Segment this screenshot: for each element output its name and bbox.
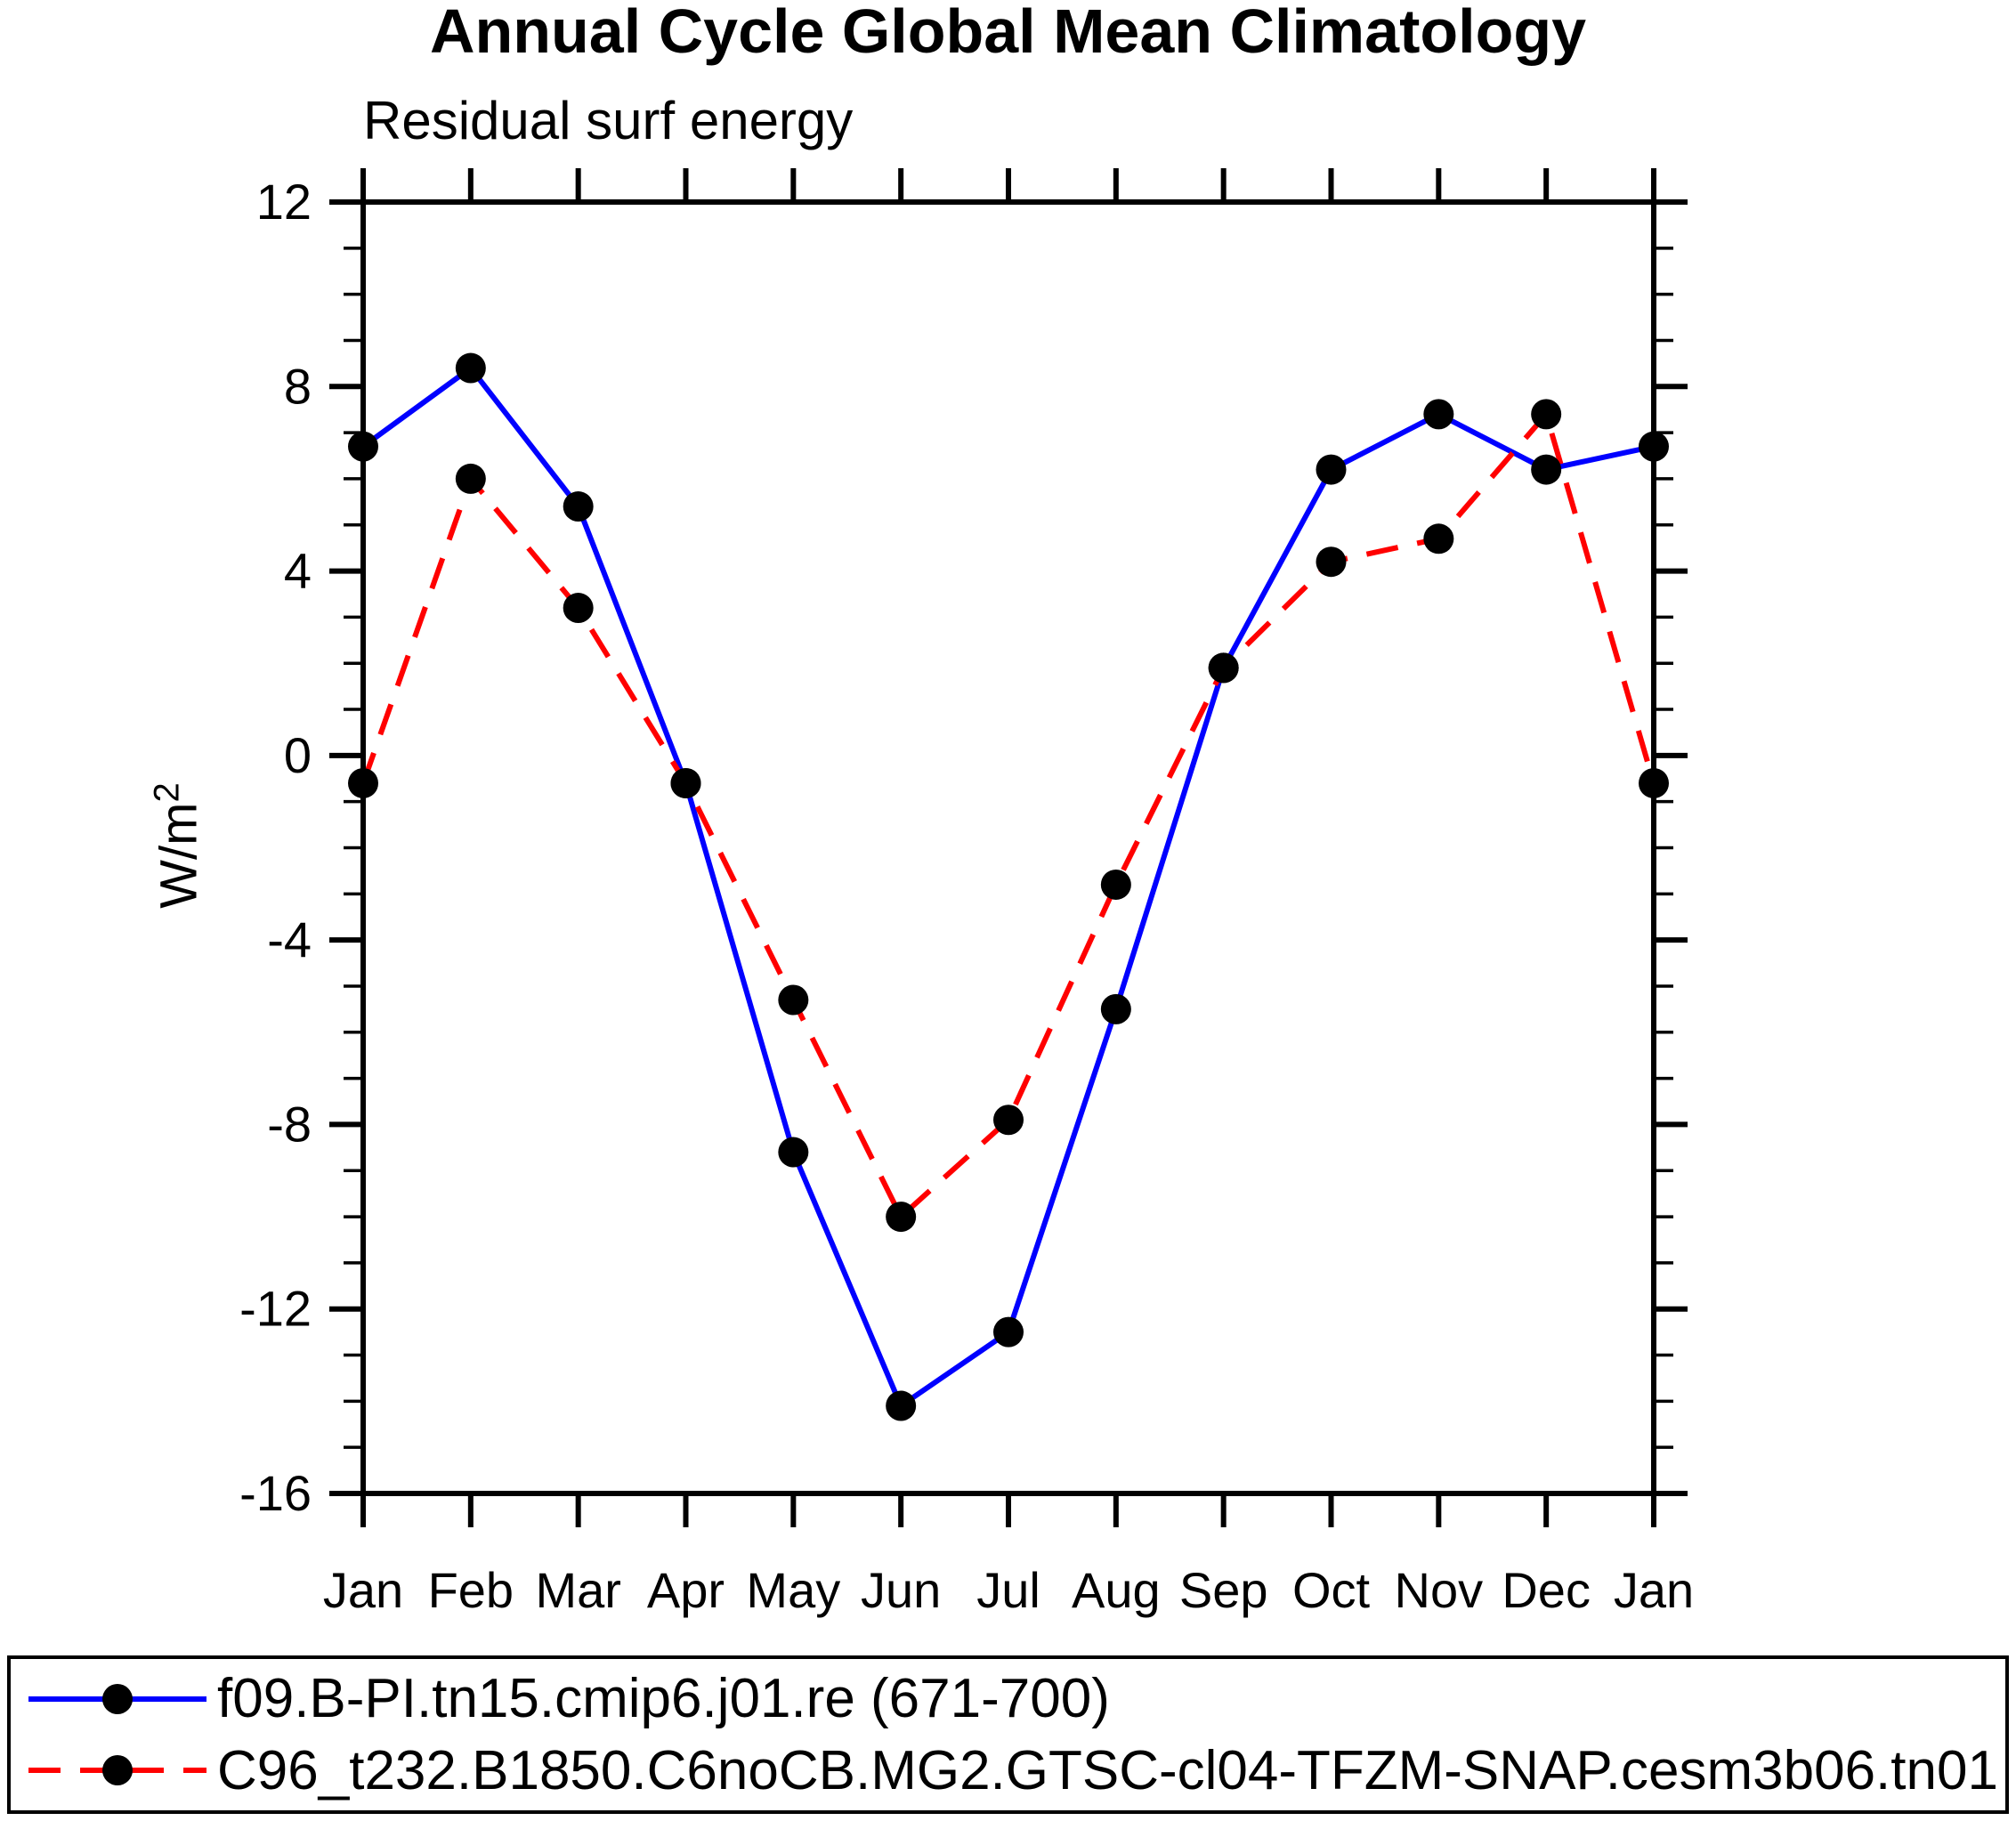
data-point-s0-Oct [1316,454,1347,485]
x-tick-label-5: Jun [861,1562,941,1618]
x-tick-label-0: Jan [323,1562,403,1618]
data-point-s1-Nov [1423,523,1454,554]
legend-swatch-solid-line-icon [28,1683,206,1714]
data-point-s1-Apr [670,767,701,798]
series-line-0 [361,364,1655,1411]
data-point-s0-Nov [1423,399,1454,430]
chart-subtitle: Residual surf energy [363,91,854,150]
legend-row-series-0: f09.B-PI.tn15.cmip6.j01.re (671-700) [23,1667,2005,1730]
x-tick-label-8: Sep [1179,1562,1268,1618]
data-point-s1-Jan [348,767,378,798]
data-point-s1-Jul [993,1105,1024,1136]
legend-label-series-1: C96_t232.B1850.C6noCB.MG2.GTSC-cl04-TFZM… [217,1739,2016,1801]
y-tick-label-0: 0 [284,727,312,783]
data-point-s1-Feb [455,463,486,494]
y-tick-label--4: -4 [267,911,312,967]
legend-swatch-dashed-line-icon [28,1755,206,1786]
data-point-s0-Mar [563,491,594,522]
data-point-s1-Mar [563,593,594,624]
x-tick-label-6: Jul [976,1562,1040,1618]
x-tick-label-11: Dec [1502,1562,1591,1618]
data-point-s1-May [778,984,809,1016]
page-title: Annual Cycle Global Mean Climatology [429,0,1587,66]
legend: f09.B-PI.tn15.cmip6.j01.re (671-700) C96… [7,1655,2016,1814]
y-tick-label--12: -12 [239,1281,312,1337]
data-point-s0-May [778,1137,809,1168]
data-point-s1-Jan [1639,767,1669,798]
y-tick-label--16: -16 [239,1465,312,1521]
x-tick-label-4: May [746,1562,840,1618]
data-point-s0-Jan [1639,431,1669,462]
data-point-s0-Jul [993,1316,1024,1348]
data-point-s0-Aug [1100,993,1131,1024]
y-tick-label-4: 4 [284,543,312,599]
data-point-s1-Dec [1531,399,1562,430]
series-line-1 [360,409,1656,1221]
y-tick-label-8: 8 [284,358,312,414]
data-point-s1-Sep [1208,652,1239,684]
x-tick-label-1: Feb [428,1562,514,1618]
y-tick-label--8: -8 [267,1096,312,1152]
x-tick-label-9: Oct [1292,1562,1371,1618]
data-point-s1-Jun [886,1202,917,1233]
data-point-s0-Feb [455,352,486,384]
x-tick-label-3: Apr [647,1562,725,1618]
x-tick-label-12: Jan [1614,1562,1694,1618]
data-point-s0-Dec [1531,454,1562,485]
data-point-s1-Aug [1100,869,1131,900]
data-point-s0-Jan [348,431,378,462]
legend-row-series-1: C96_t232.B1850.C6noCB.MG2.GTSC-cl04-TFZM… [23,1739,2016,1802]
plot-frame [360,199,1656,1496]
y-tick-label-12: 12 [256,174,312,230]
x-tick-label-7: Aug [1072,1562,1161,1618]
data-point-s0-Jun [886,1390,917,1421]
x-tick-label-10: Nov [1395,1562,1484,1618]
data-point-s1-Oct [1316,546,1347,578]
legend-label-series-0: f09.B-PI.tn15.cmip6.j01.re (671-700) [217,1668,1110,1730]
x-tick-label-2: Mar [535,1562,620,1618]
